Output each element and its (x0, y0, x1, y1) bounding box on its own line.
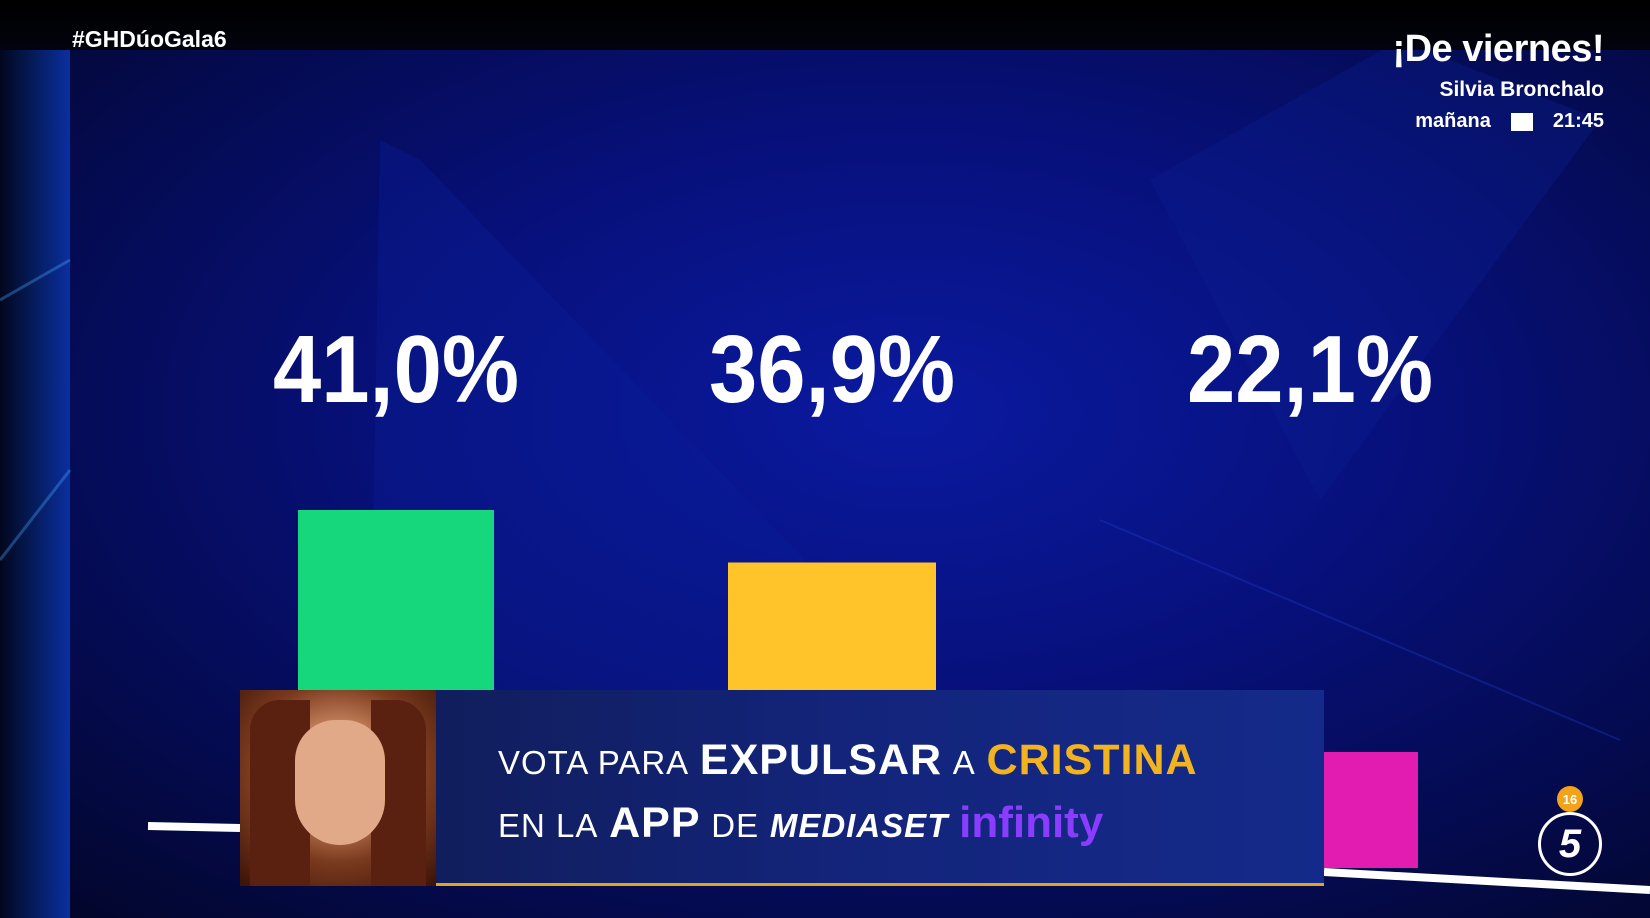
channel-logo: 5 (1538, 812, 1602, 876)
banner-text-expel: EXPULSAR (699, 736, 943, 784)
infinity-logo: infinity (959, 798, 1104, 847)
contestant-name: CRISTINA (986, 736, 1198, 784)
promo-title: ¡De viernes! (1392, 28, 1604, 70)
studio-light-panel (0, 0, 70, 918)
banner-text-app: APP (609, 799, 701, 847)
bar-1 (298, 510, 494, 690)
promo-time: 21:45 (1552, 110, 1604, 132)
vote-banner: VOTA PARA EXPULSAR A CRISTINA EN LA APP … (240, 690, 1324, 886)
age-rating-badge: 16 (1557, 786, 1583, 812)
bar-value-label-1: 41,0% (273, 316, 519, 423)
top-letterbox (0, 0, 1650, 50)
promo-schedule: mañana 21:45 (1392, 110, 1604, 133)
banner-text-vote: VOTA PARA (498, 744, 690, 781)
banner-line-1: VOTA PARA EXPULSAR A CRISTINA (498, 736, 1198, 785)
banner-text-a: A (952, 744, 976, 781)
promo-day: mañana (1415, 110, 1491, 132)
bar-2 (728, 562, 936, 690)
square-icon (1510, 112, 1533, 131)
banner-text-in: EN LA (498, 807, 599, 844)
banner-text-of: DE (711, 807, 760, 844)
chart-baseline-right (1323, 868, 1650, 894)
banner-line-2: EN LA APP DE MEDIASET infinity (498, 798, 1103, 848)
chart-baseline-left (147, 822, 241, 832)
hashtag-label: #GHDúoGala6 (72, 26, 227, 52)
bar-value-label-2: 36,9% (709, 316, 955, 423)
promo-host: Silvia Bronchalo (1439, 78, 1604, 101)
program-promo: ¡De viernes! Silvia Bronchalo mañana 21:… (1392, 28, 1604, 133)
bar-value-label-3: 22,1% (1187, 316, 1433, 423)
contestant-photo (240, 690, 436, 886)
banner-text-mediaset: MEDIASET (769, 807, 949, 844)
